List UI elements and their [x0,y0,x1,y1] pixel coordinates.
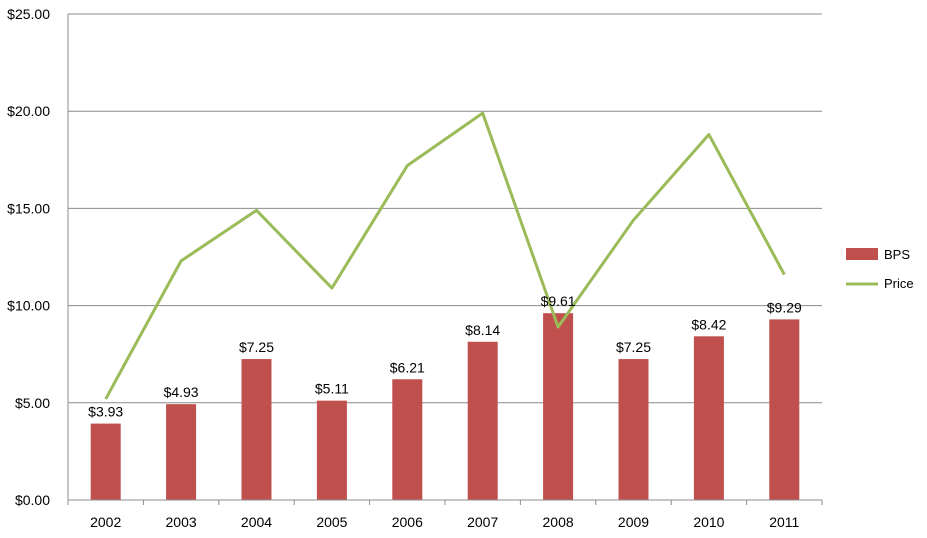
y-tick-label: $25.00 [7,6,50,22]
axes [67,14,823,505]
bar-data-label: $4.93 [164,384,199,400]
price-line [104,111,786,400]
y-tick-label: $20.00 [7,103,50,119]
legend-label-bps: BPS [884,247,910,262]
bps-bar [543,313,574,500]
x-tick-label: 2010 [693,514,724,530]
bps-bar [467,341,498,500]
x-tick-label: 2003 [166,514,197,530]
bar-data-label: $9.61 [541,293,576,309]
bps-bars [90,313,800,500]
y-tick-label: $15.00 [7,200,50,216]
x-tick-label: 2005 [316,514,347,530]
price-line-group [104,111,786,400]
bar-data-label: $6.21 [390,359,425,375]
data-labels: $3.93 $4.93 $7.25 $5.11 $6.21 $8.14 $9.61 $7.25… [88,293,802,419]
bps-bar [166,404,197,500]
bar-data-label: $8.14 [465,322,500,338]
bps-bar [392,379,423,500]
x-tick-labels: 2002 2003 2004 2005 2006 2007 2008 2009 2010 2011 [90,514,799,530]
y-tick-labels: $0.00 $5.00 $10.00 $15.00 $20.00 $25.00 [7,6,50,508]
y-tick-label: $5.00 [15,395,50,411]
bar-data-label: $3.93 [88,404,123,420]
bps-bar [693,336,724,500]
legend-label-price: Price [884,276,914,291]
bps-bar [769,319,800,500]
bar-data-label: $7.25 [239,339,274,355]
y-tick-label: $0.00 [15,492,50,508]
bar-data-label: $9.29 [767,299,802,315]
bar-data-label: $8.42 [691,316,726,332]
bps-bar [618,359,649,500]
bps-bar [241,359,272,500]
x-tick-label: 2007 [467,514,498,530]
x-tick-label: 2006 [392,514,423,530]
bps-bar [90,423,121,500]
bar-data-label: $5.11 [315,381,349,397]
x-tick-label: 2011 [769,514,799,530]
legend: BPS Price [846,247,914,291]
x-tick-label: 2004 [241,514,272,530]
bar-data-label: $7.25 [616,339,651,355]
bps-bar [316,400,347,500]
x-tick-label: 2002 [90,514,121,530]
x-tick-label: 2008 [543,514,574,530]
x-tick-label: 2009 [618,514,649,530]
y-tick-label: $10.00 [7,298,50,314]
legend-swatch-bps [846,248,878,260]
